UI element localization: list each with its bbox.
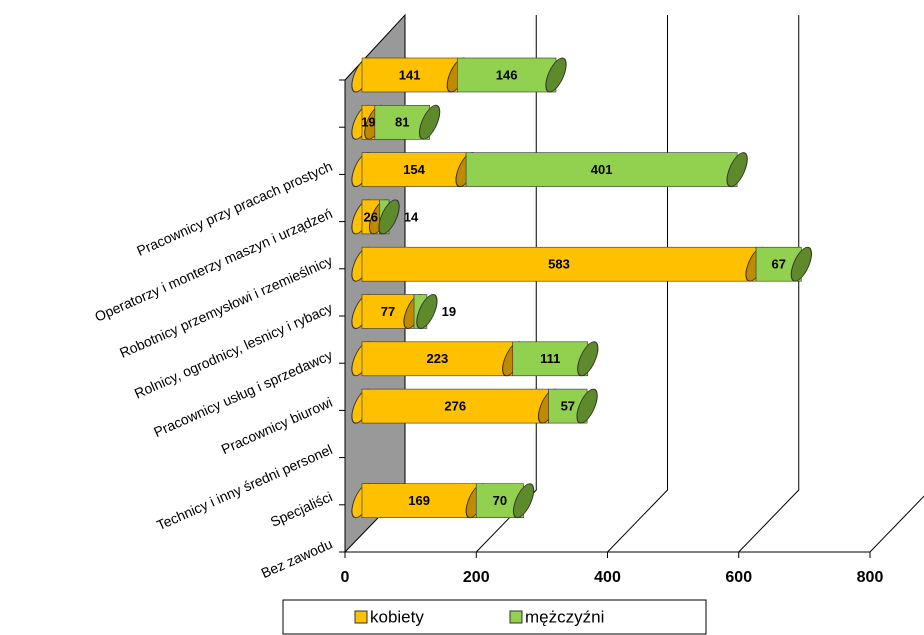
category-label: Bez zawodu (259, 536, 335, 582)
value-label: 154 (403, 162, 425, 177)
bar-body (361, 483, 477, 519)
category-label: Rolnicy, ogrodnicy, lesnicy i rybacy (132, 300, 335, 402)
back-wall (344, 13, 406, 554)
bar-segment (465, 152, 748, 188)
value-label: 276 (444, 399, 466, 414)
value-label: 14 (404, 209, 419, 224)
value-label: 19 (361, 115, 375, 130)
bar-body (361, 341, 514, 377)
bar-segment (378, 199, 400, 235)
legend (282, 599, 707, 635)
bar-cap (545, 57, 567, 93)
bar-segment (351, 246, 767, 282)
bar-body (465, 152, 738, 187)
grid-line (607, 15, 668, 553)
bar-cap (577, 341, 599, 377)
bar-segment (512, 341, 599, 377)
x-tick-label: 200 (463, 569, 490, 586)
bar-cap (416, 294, 438, 329)
x-tick-label: 400 (594, 569, 621, 586)
value-label: 141 (399, 67, 421, 82)
bar-segment (374, 104, 441, 140)
bar-cap (378, 199, 400, 235)
value-label: 583 (548, 257, 570, 272)
value-label: 146 (496, 67, 518, 82)
bar-body (361, 152, 467, 187)
value-label: 70 (493, 493, 507, 508)
x-tick-label: 600 (725, 569, 752, 586)
value-label: 401 (591, 162, 613, 177)
bar-cap (576, 388, 598, 424)
bar-cap (790, 246, 813, 282)
bar-cap (512, 483, 535, 519)
value-label: 57 (561, 399, 575, 414)
grid-line (475, 15, 537, 553)
bar-body (361, 57, 458, 93)
grid-line (869, 495, 924, 553)
legend-label: kobiety (370, 607, 424, 626)
bar-segment (755, 246, 813, 282)
grid-line (738, 15, 800, 553)
bar-body (361, 246, 757, 282)
bar-segment (413, 294, 438, 329)
bar-segment (457, 57, 567, 93)
category-label: Pracownicy przy pracach prostych (134, 158, 335, 259)
value-label: 223 (427, 351, 449, 366)
legend-swatch (354, 610, 368, 624)
value-label: 169 (408, 493, 430, 508)
category-label: Specjaliści (268, 488, 335, 530)
value-label: 26 (364, 209, 378, 224)
category-label: Technicy i inny średni personel (154, 441, 335, 533)
category-label: Pracownicy usług i sprzedawcy (151, 347, 335, 440)
bar-segment (475, 483, 535, 519)
value-label: 111 (540, 351, 560, 366)
bar-cap (726, 152, 748, 188)
value-label: 19 (442, 304, 456, 319)
value-label: 81 (395, 115, 409, 130)
value-label: 67 (771, 257, 785, 272)
bar-cap (418, 104, 441, 140)
legend-label: mężczyźni (525, 607, 604, 626)
bar-segment (351, 341, 524, 377)
bar-body (361, 388, 549, 424)
value-label: 77 (381, 304, 395, 319)
x-tick-label: 0 (341, 569, 350, 586)
x-tick-label: 800 (857, 569, 884, 586)
legend-swatch (509, 610, 523, 624)
bar-segment (548, 388, 598, 424)
